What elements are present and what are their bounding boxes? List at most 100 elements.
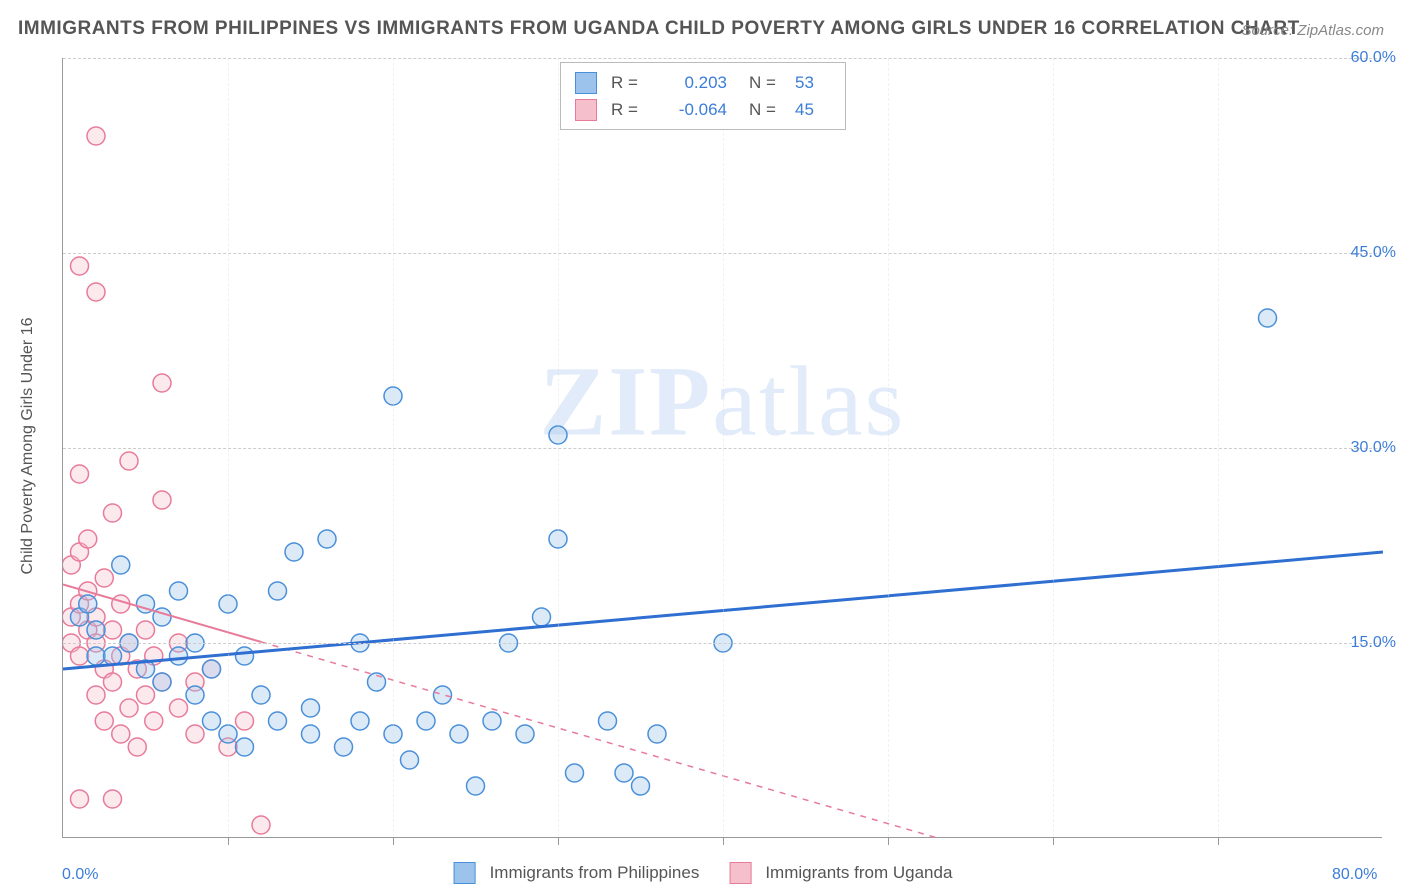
x-tick-left: 0.0% bbox=[62, 866, 98, 884]
data-point bbox=[87, 686, 105, 704]
legend-label: Immigrants from Uganda bbox=[765, 863, 952, 883]
data-point bbox=[236, 738, 254, 756]
data-point bbox=[71, 465, 89, 483]
data-point bbox=[71, 257, 89, 275]
data-point bbox=[335, 738, 353, 756]
data-point bbox=[153, 374, 171, 392]
r-value: -0.064 bbox=[657, 96, 727, 123]
legend-swatch bbox=[729, 862, 751, 884]
legend-item: Immigrants from Philippines bbox=[454, 862, 700, 884]
data-point bbox=[104, 673, 122, 691]
legend-row: R = 0.203 N = 53 bbox=[575, 69, 831, 96]
chart-title: IMMIGRANTS FROM PHILIPPINES VS IMMIGRANT… bbox=[18, 18, 1300, 40]
correlation-legend: R = 0.203 N = 53 R = -0.064 N = 45 bbox=[560, 62, 846, 130]
data-point bbox=[128, 738, 146, 756]
x-minor-tick bbox=[888, 837, 889, 845]
data-point bbox=[417, 712, 435, 730]
y-tick-label: 45.0% bbox=[1351, 244, 1396, 262]
data-point bbox=[104, 504, 122, 522]
gridline-vertical bbox=[1053, 58, 1054, 837]
n-value: 45 bbox=[795, 96, 831, 123]
data-point bbox=[203, 712, 221, 730]
y-tick-label: 15.0% bbox=[1351, 634, 1396, 652]
data-point bbox=[145, 712, 163, 730]
r-label: R = bbox=[611, 69, 649, 96]
data-point bbox=[269, 712, 287, 730]
data-point bbox=[104, 621, 122, 639]
n-label: N = bbox=[749, 96, 787, 123]
n-label: N = bbox=[749, 69, 787, 96]
data-point bbox=[112, 725, 130, 743]
data-point bbox=[87, 283, 105, 301]
y-tick-label: 60.0% bbox=[1351, 49, 1396, 67]
x-minor-tick bbox=[393, 837, 394, 845]
source-attribution: Source: ZipAtlas.com bbox=[1241, 22, 1384, 39]
data-point bbox=[153, 491, 171, 509]
data-point bbox=[170, 582, 188, 600]
data-point bbox=[170, 647, 188, 665]
data-point bbox=[87, 621, 105, 639]
data-point bbox=[269, 582, 287, 600]
x-minor-tick bbox=[723, 837, 724, 845]
x-tick-right: 80.0% bbox=[1332, 866, 1377, 884]
gridline-vertical bbox=[723, 58, 724, 837]
r-label: R = bbox=[611, 96, 649, 123]
gridline-vertical bbox=[888, 58, 889, 837]
chart-area: ZIPatlas bbox=[62, 58, 1382, 838]
data-point bbox=[483, 712, 501, 730]
data-point bbox=[434, 686, 452, 704]
data-point bbox=[87, 647, 105, 665]
data-point bbox=[95, 569, 113, 587]
legend-item: Immigrants from Uganda bbox=[729, 862, 952, 884]
data-point bbox=[599, 712, 617, 730]
x-minor-tick bbox=[1053, 837, 1054, 845]
data-point bbox=[252, 816, 270, 834]
data-point bbox=[203, 660, 221, 678]
gridline-vertical bbox=[558, 58, 559, 837]
data-point bbox=[120, 699, 138, 717]
y-axis-label: Child Poverty Among Girls Under 16 bbox=[19, 318, 37, 575]
x-minor-tick bbox=[1218, 837, 1219, 845]
data-point bbox=[153, 673, 171, 691]
data-point bbox=[71, 647, 89, 665]
trendline-dashed bbox=[261, 642, 938, 838]
gridline-vertical bbox=[393, 58, 394, 837]
data-point bbox=[632, 777, 650, 795]
data-point bbox=[252, 686, 270, 704]
data-point bbox=[351, 712, 369, 730]
data-point bbox=[236, 712, 254, 730]
gridline-vertical bbox=[1218, 58, 1219, 837]
data-point bbox=[285, 543, 303, 561]
data-point bbox=[648, 725, 666, 743]
series-legend: Immigrants from Philippines Immigrants fr… bbox=[454, 862, 953, 884]
data-point bbox=[401, 751, 419, 769]
legend-label: Immigrants from Philippines bbox=[490, 863, 700, 883]
data-point bbox=[104, 647, 122, 665]
data-point bbox=[137, 621, 155, 639]
data-point bbox=[170, 699, 188, 717]
data-point bbox=[137, 686, 155, 704]
n-value: 53 bbox=[795, 69, 831, 96]
data-point bbox=[1259, 309, 1277, 327]
legend-swatch bbox=[454, 862, 476, 884]
data-point bbox=[71, 790, 89, 808]
legend-row: R = -0.064 N = 45 bbox=[575, 96, 831, 123]
legend-swatch bbox=[575, 72, 597, 94]
y-tick-label: 30.0% bbox=[1351, 439, 1396, 457]
data-point bbox=[516, 725, 534, 743]
data-point bbox=[566, 764, 584, 782]
x-minor-tick bbox=[558, 837, 559, 845]
legend-swatch bbox=[575, 99, 597, 121]
data-point bbox=[450, 725, 468, 743]
gridline-vertical bbox=[228, 58, 229, 837]
data-point bbox=[186, 686, 204, 704]
x-minor-tick bbox=[228, 837, 229, 845]
data-point bbox=[112, 556, 130, 574]
data-point bbox=[79, 530, 97, 548]
data-point bbox=[87, 127, 105, 145]
data-point bbox=[302, 699, 320, 717]
data-point bbox=[467, 777, 485, 795]
data-point bbox=[533, 608, 551, 626]
r-value: 0.203 bbox=[657, 69, 727, 96]
data-point bbox=[236, 647, 254, 665]
